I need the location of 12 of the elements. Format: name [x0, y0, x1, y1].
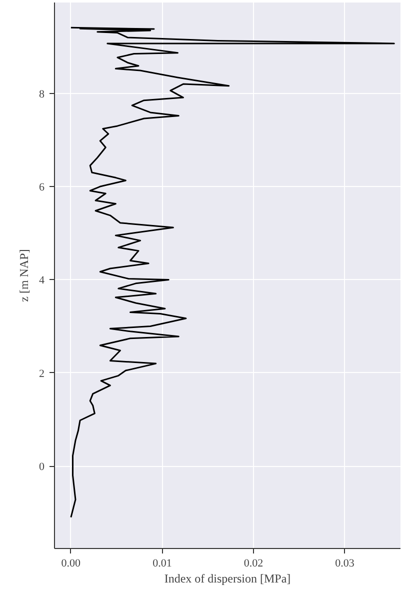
y-tick-label: 6	[39, 182, 45, 194]
line-series	[70, 26, 395, 518]
x-tick-label: 0.01	[152, 558, 172, 570]
y-axis-title: z [m NAP]	[17, 249, 31, 302]
x-tick-label: 0.02	[244, 558, 264, 570]
y-tick-label: 2	[39, 368, 44, 380]
y-tick-label: 8	[39, 88, 45, 100]
x-axis-title: Index of dispersion [MPa]	[164, 572, 291, 586]
y-tick-label: 0	[39, 461, 45, 474]
y-tick-label: 4	[39, 274, 45, 287]
x-tick-label: 0.03	[335, 558, 355, 570]
x-tick-label: 0.00	[61, 558, 82, 570]
